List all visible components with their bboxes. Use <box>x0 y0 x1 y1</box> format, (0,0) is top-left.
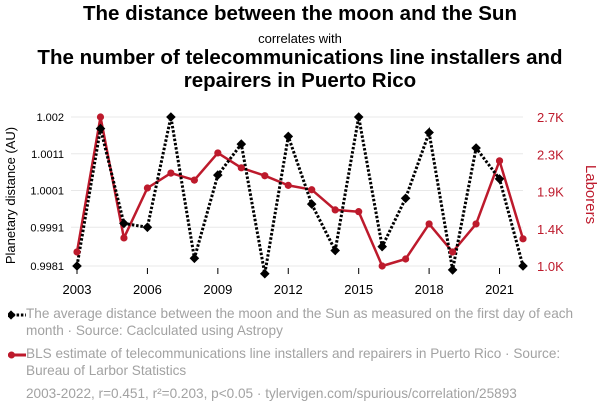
y-right-tick-label: 1.0K <box>537 259 564 274</box>
legend-swatch-distance <box>8 310 26 320</box>
data-point-distance <box>518 261 528 271</box>
data-point-laborers <box>96 113 105 121</box>
data-point-distance <box>95 123 106 134</box>
data-point-laborers <box>261 172 269 180</box>
legend-label-distance: The average distance between the moon an… <box>26 306 574 338</box>
data-point-distance <box>166 112 176 122</box>
y-right-tick-label: 1.4K <box>537 222 564 237</box>
x-tick-label: 2003 <box>63 282 92 297</box>
data-point-distance <box>236 139 247 149</box>
y-left-tick-label: 1.002 <box>36 112 64 124</box>
data-point-distance <box>424 127 434 138</box>
data-point-laborers <box>143 184 152 192</box>
x-tick-label: 2021 <box>485 282 514 297</box>
data-point-laborers <box>448 248 457 256</box>
data-point-laborers <box>495 157 504 165</box>
data-point-distance <box>189 253 200 264</box>
legend-label-laborers: BLS estimate of telecommunications line … <box>26 346 561 378</box>
chart-secondary-title: The number of telecommunications line in… <box>37 46 563 92</box>
data-point-distance <box>447 265 458 275</box>
chart-footer: 2003-2022, r=0.451, r²=0.203, p<0.05 · t… <box>26 386 517 401</box>
data-point-laborers <box>237 164 245 172</box>
data-point-distance <box>283 131 294 142</box>
chart: 1.002 1.0011 1.0001 0.9991 0.9981 2.7K 2.3K 1.9… <box>3 110 599 297</box>
y-left-tick-label: 1.0011 <box>31 149 64 161</box>
data-point-distance <box>353 112 364 122</box>
data-point-laborers <box>120 234 128 242</box>
y-right-axis-label: Laborers <box>582 165 599 224</box>
data-point-laborers <box>284 181 292 189</box>
data-point-distance <box>72 261 82 271</box>
chart-connector-text: correlates with <box>258 31 342 46</box>
data-point-laborers <box>331 206 339 214</box>
legend-swatch-laborers <box>8 351 26 359</box>
data-point-laborers <box>73 248 81 256</box>
chart-title: The distance between the moon and the Su… <box>83 2 517 25</box>
y-right-tick-label: 2.7K <box>537 110 564 125</box>
y-left-tick-label: 0.9991 <box>30 222 64 234</box>
data-point-laborers <box>214 149 222 157</box>
data-point-laborers <box>425 220 433 228</box>
x-tick-label: 2015 <box>344 282 373 297</box>
data-point-laborers <box>378 262 386 270</box>
data-point-distance <box>259 268 270 279</box>
series-line-distance <box>75 116 525 274</box>
y-left-tick-label: 1.0001 <box>30 186 64 198</box>
x-tick-label: 2009 <box>203 282 232 297</box>
data-point-laborers <box>308 186 316 194</box>
x-tick-label: 2012 <box>274 282 303 297</box>
y-right-tick-label: 1.9K <box>537 185 564 200</box>
data-point-distance <box>377 241 388 252</box>
series-line-laborers <box>75 115 525 268</box>
data-point-laborers <box>472 220 480 228</box>
data-point-laborers <box>190 176 198 184</box>
x-tick-label: 2018 <box>415 282 444 297</box>
y-left-axis-label: Planetary distance (AU) <box>3 127 18 264</box>
y-right-tick-label: 2.3K <box>537 147 564 162</box>
data-point-distance <box>142 222 153 233</box>
x-tick-label: 2006 <box>133 282 162 297</box>
data-point-laborers <box>355 208 363 216</box>
y-left-tick-label: 0.9981 <box>30 261 64 273</box>
data-point-laborers <box>519 235 527 243</box>
data-point-laborers <box>167 169 175 177</box>
data-point-distance <box>212 170 223 180</box>
data-point-laborers <box>402 255 410 263</box>
data-point-distance <box>119 218 129 229</box>
data-point-distance <box>400 193 411 204</box>
